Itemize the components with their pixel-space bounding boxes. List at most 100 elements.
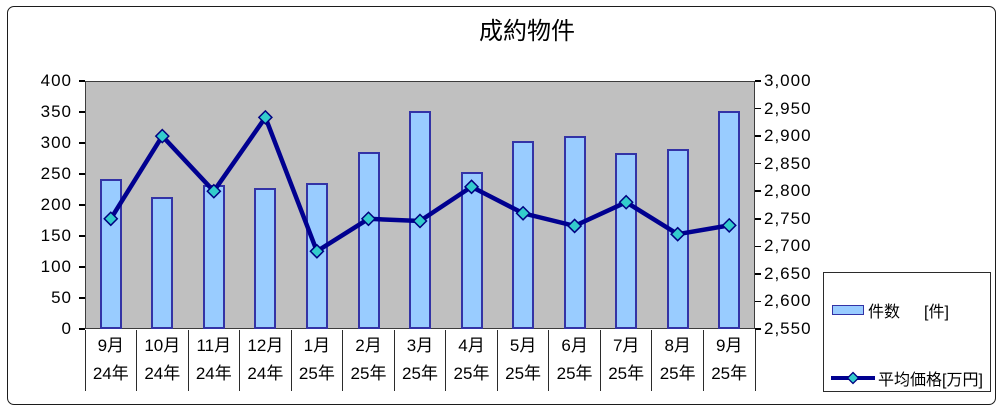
- x-axis-month-label: 9月: [97, 336, 125, 355]
- right-axis-tick: [755, 300, 761, 303]
- right-axis-tick-label: 2,750: [764, 208, 812, 228]
- left-axis-tick-label: 350: [40, 102, 72, 121]
- right-axis-tick-label: 2,800: [764, 181, 812, 201]
- left-axis-tick: [79, 80, 85, 82]
- x-axis-month-label: 7月: [612, 336, 640, 355]
- left-axis-tick: [79, 328, 85, 330]
- category-separator: [290, 330, 292, 391]
- left-axis-tick-label: 250: [40, 164, 72, 183]
- left-axis-tick-label: 0: [61, 319, 72, 338]
- right-axis-tick: [755, 162, 761, 165]
- right-axis-tick-label: 2,900: [764, 126, 812, 146]
- category-separator: [651, 330, 653, 391]
- x-axis-year-label: 24年: [144, 364, 181, 383]
- bar-kensu: [718, 111, 741, 329]
- x-axis-year-label: 25年: [298, 364, 335, 383]
- x-axis-year-label: 25年: [608, 364, 645, 383]
- right-axis-tick: [755, 218, 761, 220]
- right-axis-tick-label: 2,950: [764, 98, 812, 118]
- legend-line-label: 平均価格[万円]: [878, 372, 983, 389]
- x-axis-month-label: 5月: [509, 336, 537, 355]
- bar-kensu: [615, 152, 638, 329]
- x-axis-month-label: 2月: [355, 336, 382, 355]
- category-separator: [84, 330, 86, 391]
- x-axis-month-label: 6月: [561, 336, 588, 355]
- category-separator: [599, 330, 601, 391]
- x-axis-month-label: 8月: [664, 336, 691, 355]
- x-axis-year-label: 25年: [505, 364, 542, 383]
- right-axis-tick: [755, 245, 761, 248]
- bar-kensu: [563, 135, 586, 329]
- category-separator: [187, 330, 189, 391]
- bar-kensu: [666, 148, 689, 329]
- x-axis-year-label: 25年: [556, 364, 593, 383]
- x-axis-year-label: 24年: [92, 364, 129, 383]
- legend-bar-swatch: [832, 305, 864, 315]
- bar-kensu: [512, 140, 535, 329]
- x-axis-year-label: 25年: [659, 364, 696, 383]
- category-separator: [136, 330, 137, 391]
- bar-kensu: [202, 185, 225, 329]
- left-axis-tick: [79, 111, 85, 113]
- right-axis-tick: [755, 80, 761, 82]
- left-axis-tick-label: 300: [40, 133, 72, 152]
- legend: 件数 [件] 平均価格[万円]: [823, 272, 991, 392]
- legend-bar-unit: [件]: [924, 304, 949, 321]
- x-axis-year-label: 25年: [402, 364, 438, 383]
- left-axis-tick-label: 100: [40, 257, 72, 276]
- category-separator: [703, 330, 704, 391]
- right-axis-tick-label: 2,600: [764, 291, 812, 311]
- chart-border: [7, 6, 996, 405]
- bar-kensu: [305, 183, 328, 329]
- x-axis-year-label: 24年: [247, 364, 284, 383]
- x-axis-month-label: 1月: [303, 336, 331, 355]
- x-axis-year-label: 25年: [350, 364, 387, 383]
- right-axis-tick-label: 2,650: [764, 263, 812, 283]
- category-separator: [342, 330, 344, 391]
- legend-line-swatch: [831, 371, 875, 385]
- x-axis-year-label: 25年: [453, 364, 490, 383]
- left-axis-tick: [79, 266, 85, 268]
- right-axis-tick-label: 3,000: [764, 71, 812, 90]
- x-axis-month-label: 12月: [247, 336, 284, 355]
- right-axis-tick-label: 2,700: [764, 236, 812, 256]
- legend-bar-label: 件数: [868, 304, 901, 321]
- right-axis-tick-label: 2,550: [764, 319, 812, 338]
- left-axis-tick: [79, 235, 85, 237]
- left-axis-tick-label: 50: [51, 288, 72, 307]
- category-separator: [239, 330, 241, 391]
- left-axis-tick: [79, 297, 85, 299]
- right-axis-tick: [755, 328, 761, 330]
- bar-kensu: [460, 172, 483, 329]
- right-axis-tick: [755, 107, 761, 110]
- x-axis-month-label: 3月: [406, 336, 434, 355]
- category-separator: [548, 330, 550, 391]
- x-axis-year-label: 25年: [711, 364, 748, 383]
- right-axis-tick: [755, 190, 761, 192]
- left-axis-tick-label: 200: [40, 195, 72, 214]
- bar-kensu: [254, 187, 277, 329]
- x-axis-month-label: 4月: [458, 336, 485, 355]
- left-axis-tick: [79, 142, 85, 144]
- category-separator: [445, 330, 447, 391]
- x-axis-year-label: 24年: [195, 364, 232, 383]
- right-axis-tick-label: 2,850: [764, 153, 812, 173]
- left-axis-tick: [79, 204, 85, 206]
- right-axis-tick: [755, 273, 761, 275]
- bar-kensu: [409, 111, 431, 329]
- legend-item-bars: 件数 [件]: [832, 298, 949, 322]
- left-axis-tick-label: 400: [40, 71, 72, 90]
- right-axis-tick: [755, 135, 761, 137]
- bar-kensu: [99, 179, 122, 329]
- left-axis-tick-label: 150: [40, 226, 72, 245]
- left-axis-tick: [79, 173, 85, 175]
- x-axis-month-label: 9月: [715, 336, 743, 355]
- category-separator: [496, 330, 498, 391]
- category-separator: [754, 330, 756, 391]
- bar-kensu: [357, 151, 380, 329]
- x-axis-month-label: 10月: [144, 336, 181, 355]
- chart-title: 成約物件: [479, 18, 575, 45]
- x-axis-month-label: 11月: [196, 336, 232, 355]
- legend-item-line: 平均価格[万円]: [830, 366, 983, 390]
